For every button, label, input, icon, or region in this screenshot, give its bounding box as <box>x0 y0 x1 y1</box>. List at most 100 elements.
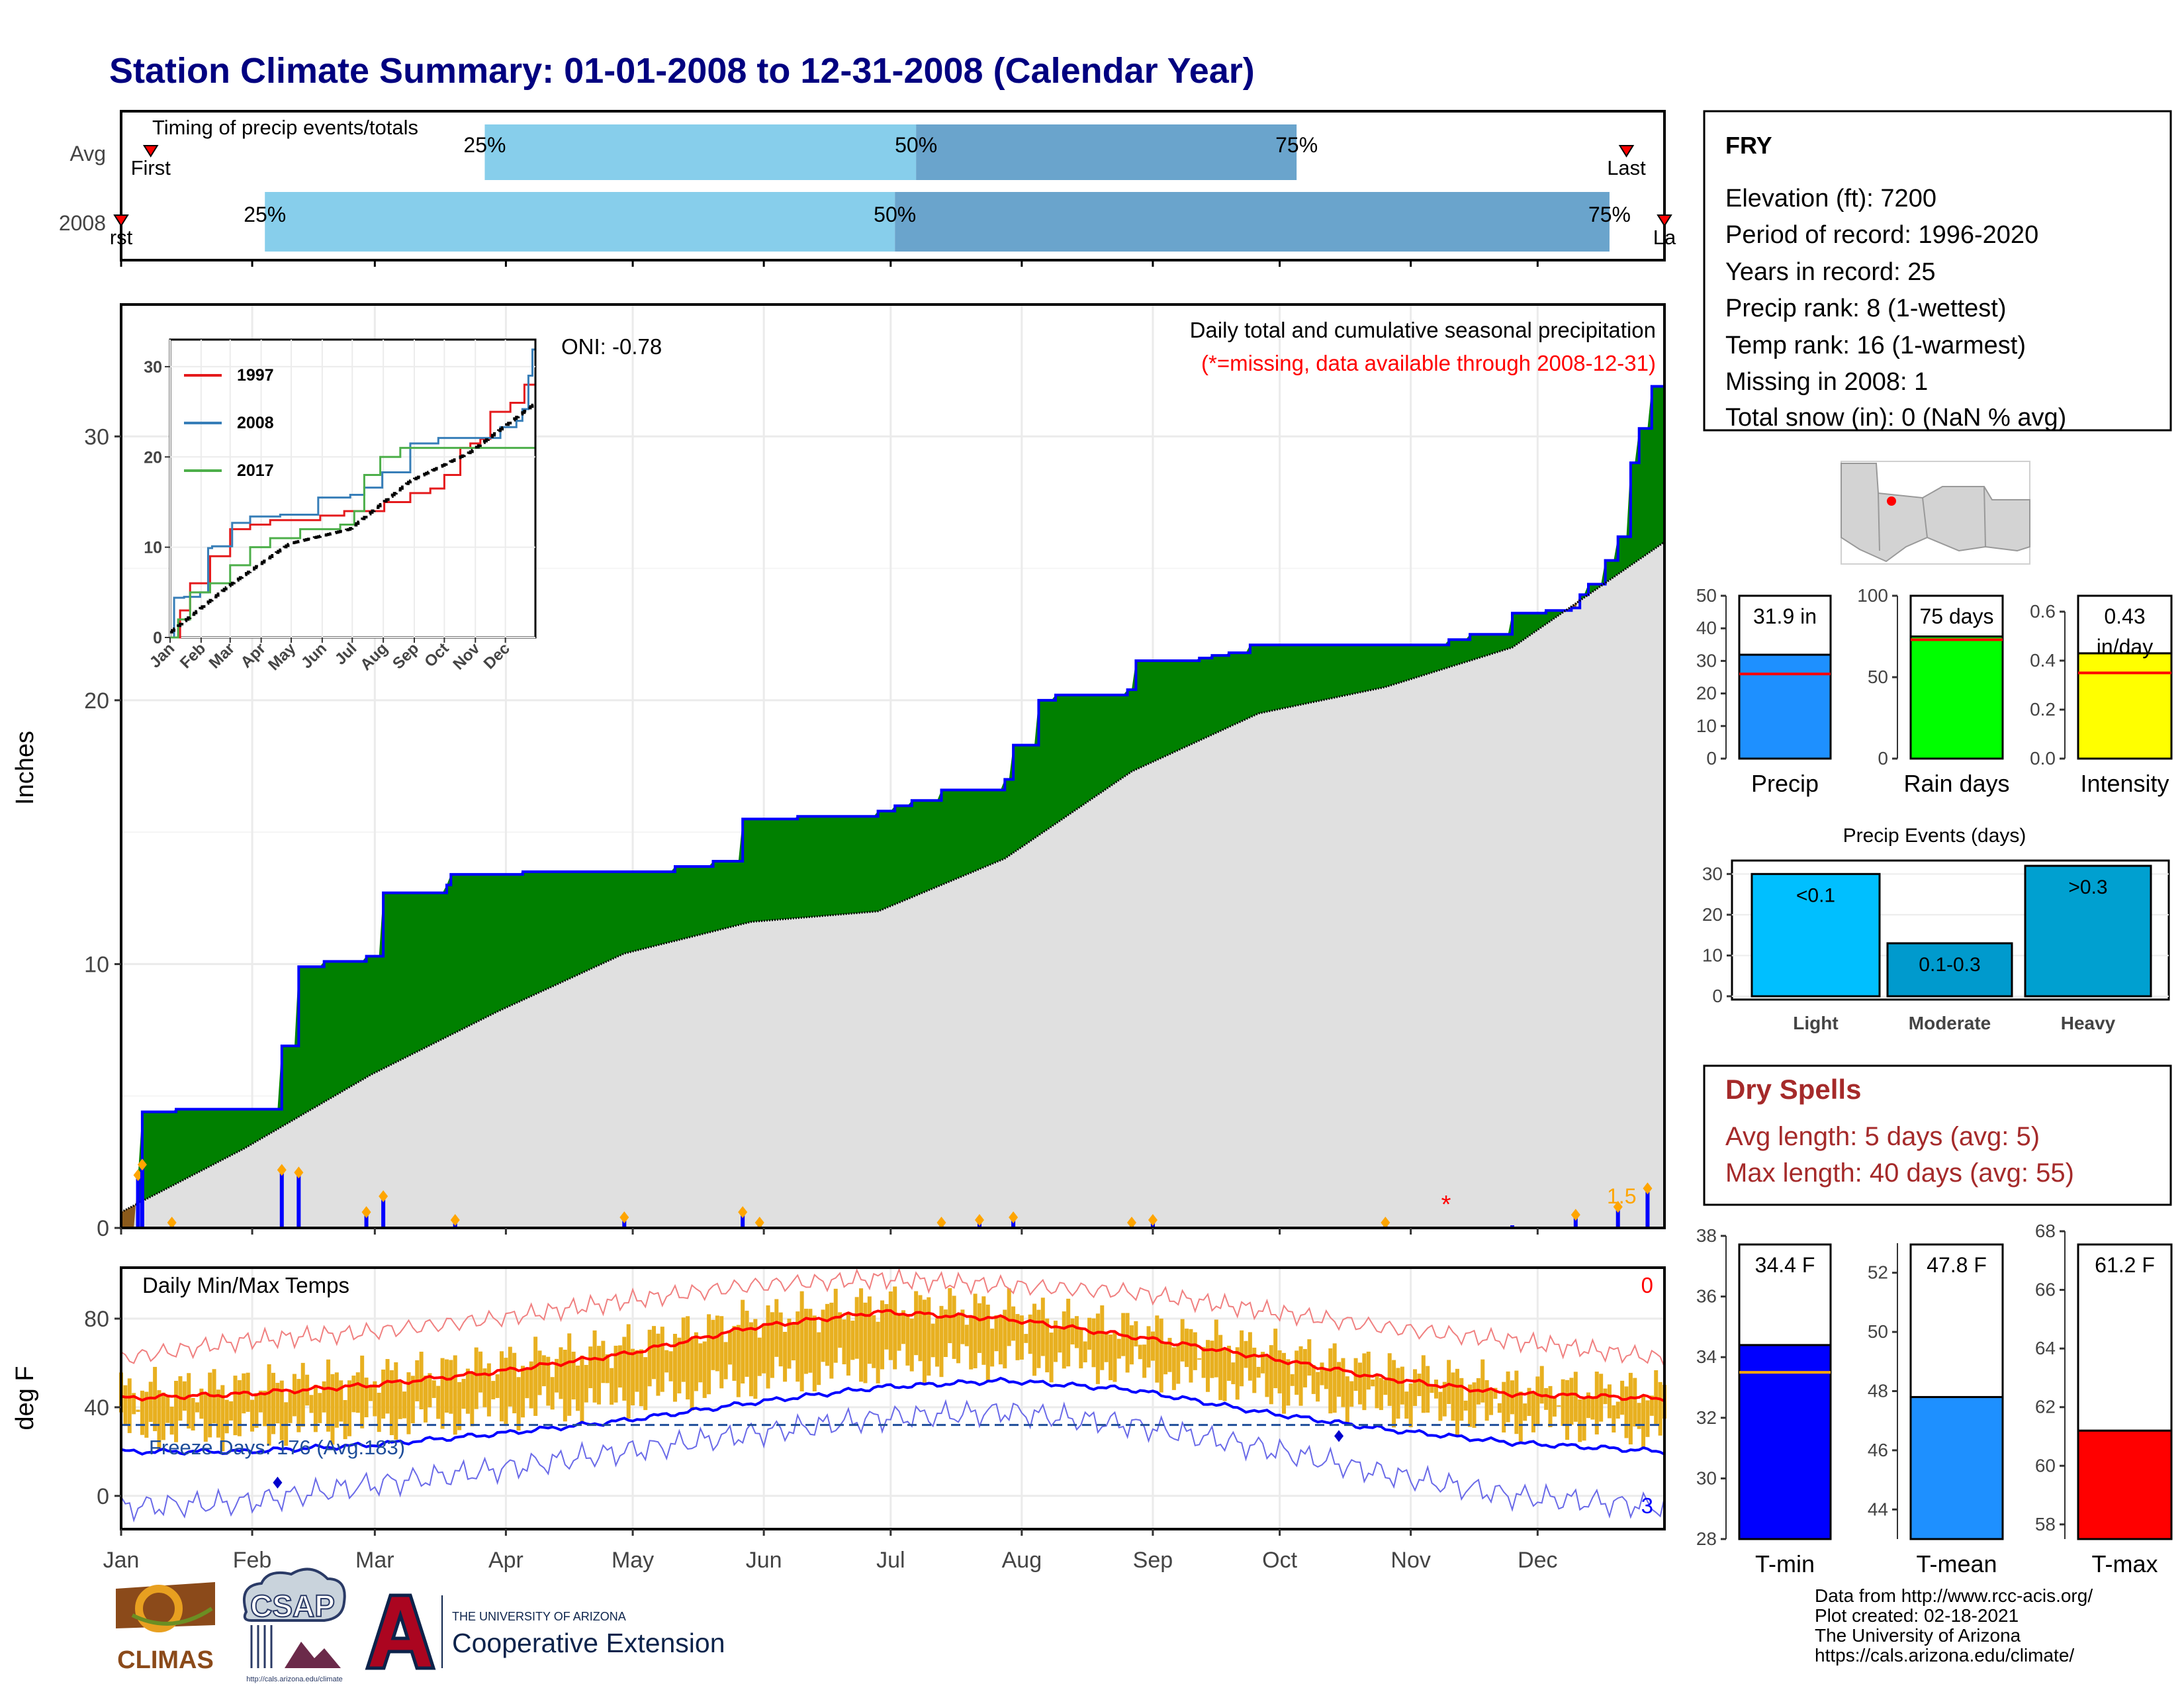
daily-temp-range-bar <box>1539 1366 1544 1404</box>
events-y-tick-label: 20 <box>1702 904 1723 925</box>
precip-summary-y-tick-label: 0 <box>1706 748 1717 769</box>
daily-temp-range-bar <box>1295 1350 1299 1395</box>
daily-temp-range-bar <box>1493 1387 1498 1399</box>
daily-temp-range-bar <box>1375 1376 1379 1409</box>
dry-spells-title: Dry Spells <box>1725 1074 1861 1105</box>
daily-temp-range-bar <box>326 1359 331 1432</box>
last-event-label: Last <box>1607 156 1646 179</box>
daily-precip-bars <box>133 1158 1653 1229</box>
temperature-panel: 0 40 80 deg F Daily Min/Max Temps 0 3 Free… <box>11 1266 1666 1573</box>
daily-temp-range-bar <box>1645 1400 1650 1437</box>
daily-temp-range-bar <box>626 1324 631 1419</box>
tmin-summary-y-tick-label: 34 <box>1696 1346 1717 1367</box>
late-season-label: 1.5 <box>1607 1184 1636 1208</box>
daily-temp-range-bar <box>140 1390 144 1435</box>
timing-q50-q75-bar <box>895 192 1610 252</box>
tmean-summary-y-tick-label: 44 <box>1868 1499 1888 1519</box>
above-average-area <box>138 609 1568 1203</box>
events-category-label: Light <box>1793 1013 1838 1033</box>
daily-temp-range-bar <box>1607 1384 1612 1419</box>
intensity-summary-value-label: 0.43 <box>2104 604 2145 628</box>
daily-temp-range-bar <box>1180 1319 1185 1362</box>
daily-temp-range-bar <box>512 1352 517 1414</box>
daily-temp-range-bar <box>1620 1380 1625 1415</box>
daily-temp-range-bar <box>584 1364 588 1403</box>
daily-temp-range-bar <box>867 1296 872 1364</box>
daily-temp-range-bar <box>1552 1397 1557 1417</box>
heavy-day-diamond <box>361 1206 371 1219</box>
daily-temp-range-bar <box>482 1368 487 1407</box>
csap-logo-mountain <box>285 1642 341 1668</box>
daily-temp-range-bar <box>1569 1378 1574 1425</box>
daily-temp-range-bar <box>1472 1382 1477 1428</box>
daily-temp-range-bar <box>922 1299 927 1383</box>
record-max-line <box>120 1267 1665 1368</box>
daily-temp-range-bar <box>664 1350 669 1373</box>
month-label: Apr <box>488 1548 523 1573</box>
daily-temp-range-bar <box>237 1380 242 1436</box>
daily-temp-range-bar <box>199 1388 204 1419</box>
station-years: Years in record: 25 <box>1725 258 1936 286</box>
events-bar-heavy <box>2024 865 2152 998</box>
daily-temp-range-bar <box>1590 1397 1595 1420</box>
daily-temp-range-bar <box>863 1302 868 1383</box>
daily-temp-range-bar <box>182 1381 187 1411</box>
tmax-summary-bar <box>2077 1429 2173 1540</box>
daily-temp-range-bar <box>1138 1344 1142 1360</box>
rain-days-summary-value-label: 75 days <box>1919 604 1993 628</box>
daily-temp-range-bar <box>373 1381 377 1417</box>
daily-temp-range-bar <box>656 1333 660 1396</box>
daily-temp-range-bar <box>436 1385 441 1419</box>
daily-temp-range-bar <box>402 1391 407 1419</box>
daily-temp-range-bar <box>203 1393 208 1442</box>
daily-temp-range-bar <box>1003 1309 1007 1369</box>
daily-temp-range-bar <box>635 1350 639 1392</box>
intensity-summary-category-label: Intensity <box>2080 770 2169 797</box>
locator-map <box>1841 461 2030 565</box>
precip-summary-y-tick-label: 50 <box>1696 585 1717 606</box>
daily-temp-range-bar <box>1430 1386 1434 1393</box>
daily-temp-range-bar <box>1438 1391 1443 1421</box>
daily-temp-range-bar <box>778 1312 783 1367</box>
daily-temp-range-bar <box>1036 1309 1041 1368</box>
heavy-day-diamond <box>450 1214 460 1227</box>
daily-temp-range-bar <box>1544 1387 1549 1410</box>
daily-temp-range-bar <box>943 1309 948 1357</box>
tmin-summary-y-tick-label: 38 <box>1696 1225 1717 1246</box>
temp-y-axis-label: deg F <box>11 1366 39 1430</box>
daily-temp-range-bar <box>998 1315 1003 1365</box>
daily-temp-range-bar <box>1007 1288 1011 1346</box>
daily-temp-range-bar <box>647 1329 652 1387</box>
daily-temp-range-bar <box>300 1362 305 1427</box>
daily-temp-range-bar <box>1053 1321 1058 1362</box>
temp-y-axis: 0 40 80 <box>84 1307 121 1509</box>
daily-temp-range-bar <box>444 1359 449 1413</box>
intensity-summary-y-tick-label: 0.4 <box>2030 650 2056 671</box>
daily-temp-range-bar <box>1447 1360 1451 1404</box>
daily-temp-range-bar <box>1523 1403 1527 1421</box>
daily-temp-range-bar <box>555 1358 559 1393</box>
daily-temp-range-bar <box>1518 1391 1523 1442</box>
events-category-label: Heavy <box>2061 1013 2116 1033</box>
daily-temp-range-bar <box>985 1304 990 1382</box>
daily-temp-range-bar <box>258 1390 263 1413</box>
daily-temp-range-bar <box>960 1309 965 1344</box>
daily-temp-range-bar <box>1502 1382 1506 1432</box>
daily-temp-range-bar <box>385 1359 390 1414</box>
rain-days-summary-bar <box>1909 635 2004 760</box>
daily-temp-range-bar <box>195 1402 200 1413</box>
tmin-summary-y-tick-label: 28 <box>1696 1528 1717 1549</box>
events-bar-label: 0.1-0.3 <box>1919 954 1980 976</box>
daily-temp-range-bar <box>884 1304 889 1350</box>
daily-temp-range-bar <box>880 1300 885 1370</box>
heavy-day-diamond <box>1148 1214 1158 1227</box>
cumulative-precip-areas <box>120 385 1665 1229</box>
heavy-day-diamond <box>277 1164 287 1176</box>
daily-temp-range-bar <box>406 1372 411 1434</box>
daily-temp-range-bar <box>541 1355 546 1387</box>
ua-small-text: THE UNIVERSITY OF ARIZONA <box>452 1610 626 1623</box>
daily-temp-range-bar <box>690 1338 694 1411</box>
daily-temp-range-bar <box>905 1315 910 1366</box>
daily-temp-range-bar <box>1019 1315 1024 1360</box>
